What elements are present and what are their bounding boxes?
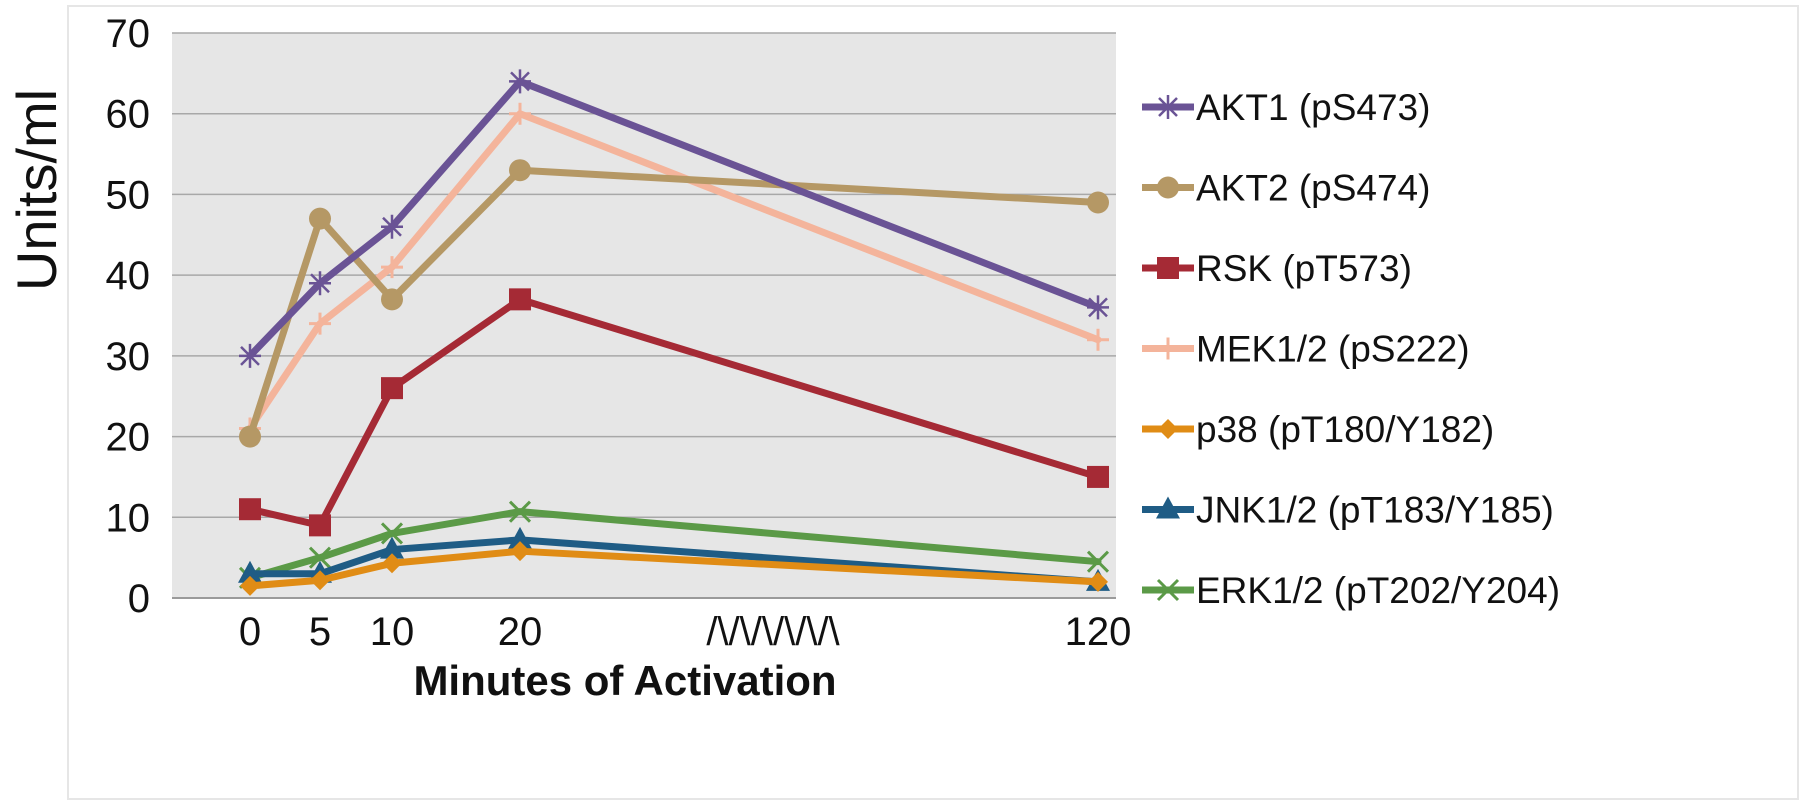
- legend-label-1: AKT1 (pS473): [1196, 87, 1430, 128]
- y-tick-label-50: 50: [106, 173, 151, 217]
- series-3: [239, 288, 1109, 537]
- x-axis-title: Minutes of Activation: [413, 657, 836, 704]
- y-tick-label-20: 20: [106, 416, 151, 460]
- y-tick-label-10: 10: [106, 496, 151, 540]
- legend-label-4: MEK1/2 (pS222): [1196, 329, 1470, 370]
- series-1-point-4: [509, 69, 531, 94]
- legend-item-3: RSK (pT573): [1142, 248, 1412, 289]
- y-tick-label-70: 70: [106, 12, 151, 56]
- legend: AKT1 (pS473) AKT2 (pS474) RSK (pT573) MEK1/…: [1142, 87, 1560, 611]
- series-2-point-3: [381, 288, 403, 311]
- legend-label-6: JNK1/2 (pT183/Y185): [1196, 490, 1554, 531]
- series-1-point-3: [381, 214, 403, 239]
- series-3-point-1: [239, 498, 261, 521]
- series-5-point-2: [310, 570, 330, 591]
- series-2-point-5: [1087, 191, 1109, 214]
- series-3-point-5: [1087, 465, 1109, 488]
- legend-marker-4: [1157, 337, 1179, 360]
- series-2-point-2: [309, 207, 331, 230]
- series-6-point-4: [508, 526, 532, 549]
- series-4: [239, 102, 1109, 440]
- y-axis-title: Units/ml: [5, 89, 68, 291]
- series-5-point-3: [382, 553, 402, 574]
- y-axis-ticks: 0 10 20 30 40 50 60 70: [106, 12, 151, 621]
- series-6-point-3: [380, 536, 404, 559]
- series-4-point-2: [309, 312, 331, 335]
- legend-marker-5: [1158, 419, 1178, 439]
- series-3-point-3: [381, 377, 403, 400]
- series-5-point-1: [240, 575, 260, 596]
- y-tick-label-40: 40: [106, 254, 151, 298]
- y-tick-label-60: 60: [106, 93, 151, 137]
- series-group: [238, 69, 1110, 596]
- legend-item-5: p38 (pT180/Y182): [1142, 409, 1494, 450]
- series-5-point-4: [510, 541, 530, 562]
- x-tick-label-5: 5: [309, 610, 331, 654]
- legend-label-3: RSK (pT573): [1196, 248, 1412, 289]
- legend-item-2: AKT2 (pS474): [1142, 168, 1430, 209]
- series-7-point-4: [508, 500, 532, 523]
- y-tick-label-0: 0: [128, 577, 150, 621]
- series-6-point-1: [238, 560, 262, 583]
- legend-item-7: ERK1/2 (pT202/Y204): [1142, 570, 1560, 611]
- series-2-point-4: [509, 159, 531, 182]
- series-3-point-4: [509, 288, 531, 311]
- legend-item-1: AKT1 (pS473): [1142, 87, 1430, 128]
- series-4-point-4: [509, 102, 531, 125]
- series-1-point-2: [309, 271, 331, 296]
- legend-marker-3: [1157, 257, 1179, 279]
- y-tick-label-30: 30: [106, 335, 151, 379]
- legend-label-5: p38 (pT180/Y182): [1196, 409, 1494, 450]
- series-1: [239, 69, 1109, 368]
- legend-marker-1: [1157, 95, 1179, 119]
- series-1-point-5: [1087, 295, 1109, 320]
- x-tick-label-120: 120: [1065, 610, 1132, 654]
- legend-item-6: JNK1/2 (pT183/Y185): [1142, 490, 1554, 531]
- series-3-point-2: [309, 514, 331, 537]
- series-7-point-2: [308, 546, 332, 569]
- series-1-point-1: [239, 343, 261, 368]
- series-4-point-3: [381, 256, 403, 279]
- legend-marker-2: [1157, 176, 1179, 199]
- legend-item-4: MEK1/2 (pS222): [1142, 329, 1470, 370]
- series-5-point-5: [1088, 571, 1108, 592]
- x-tick-label-20: 20: [498, 610, 543, 654]
- series-4-point-5: [1087, 328, 1109, 351]
- series-7-point-5: [1086, 550, 1110, 573]
- x-axis-ticks: 0 5 10 20 120: [239, 610, 1132, 654]
- legend-marker-7: [1156, 578, 1180, 602]
- axis-break-label: /\/\/\/\/\/\: [706, 610, 840, 654]
- series-5: [240, 541, 1108, 596]
- series-7-point-3: [380, 522, 404, 545]
- x-tick-label-0: 0: [239, 610, 261, 654]
- legend-marker-6: [1156, 496, 1180, 519]
- series-2-point-1: [239, 425, 261, 448]
- plot-area: [172, 33, 1116, 598]
- legend-label-2: AKT2 (pS474): [1196, 168, 1430, 209]
- legend-label-7: ERK1/2 (pT202/Y204): [1196, 570, 1560, 611]
- x-tick-label-10: 10: [370, 610, 415, 654]
- series-2: [239, 159, 1109, 448]
